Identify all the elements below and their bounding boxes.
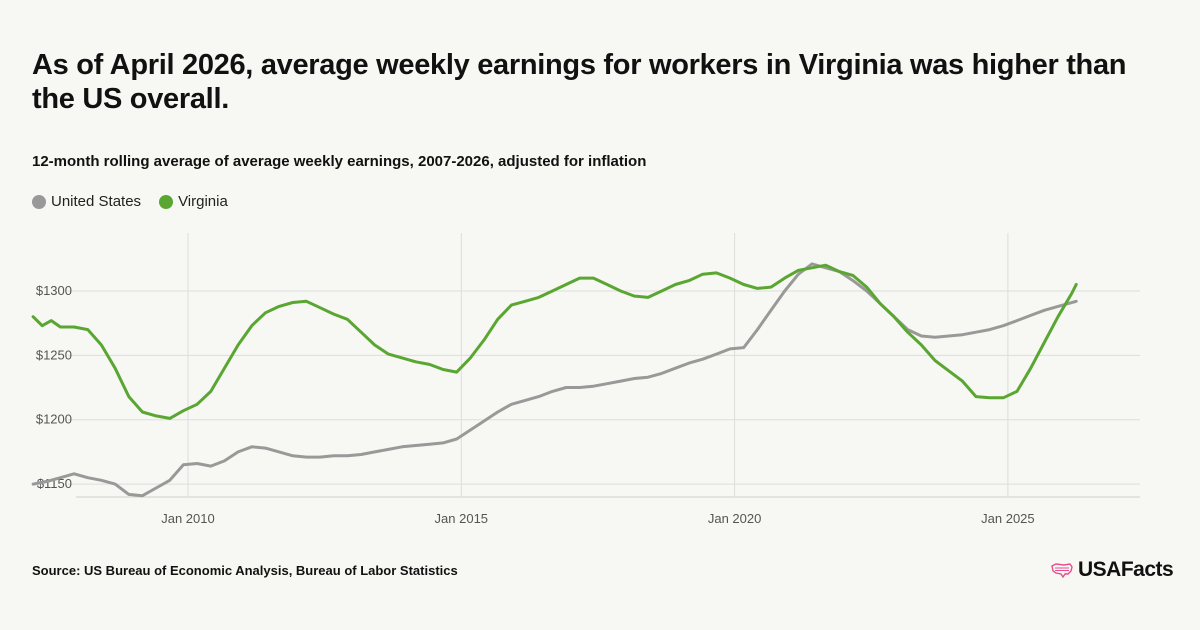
x-tick-label: Jan 2010 xyxy=(161,511,215,526)
line-chart: $1150$1200$1250$1300 Jan 2010 Jan 2015 Jan… xyxy=(31,233,1140,526)
us-map-icon xyxy=(1051,563,1073,578)
x-tick-label: Jan 2025 xyxy=(981,511,1035,526)
legend-swatch-united-states xyxy=(32,194,46,209)
legend-item-virginia: Virginia xyxy=(159,193,228,210)
chart-title: As of April 2026, average weekly earning… xyxy=(32,49,1127,115)
x-tick-label: Jan 2020 xyxy=(708,511,762,526)
y-tick-label: $1200 xyxy=(36,412,72,427)
brand-name: USAFacts xyxy=(1078,558,1174,581)
grid-lines xyxy=(68,233,1140,498)
y-axis-labels: $1150 $1200 $1250 $1300 xyxy=(36,283,72,491)
series-line-virginia xyxy=(31,263,1078,420)
x-tick-label: Jan 2015 xyxy=(435,511,489,526)
chart-legend: United States Virginia xyxy=(32,193,246,210)
series-lines xyxy=(31,262,1078,498)
y-tick-label: $1300 xyxy=(36,283,72,298)
brand-logo: USAFacts xyxy=(1050,558,1174,582)
y-tick-label: $1250 xyxy=(36,347,72,362)
source-note: Source: US Bureau of Economic Analysis, … xyxy=(32,563,458,578)
legend-item-united-states: United States xyxy=(32,193,141,210)
chart-subtitle: 12-month rolling average of average week… xyxy=(32,153,647,170)
y-tick-label: $1150 xyxy=(37,476,72,491)
x-axis-labels: Jan 2010 Jan 2015 Jan 2020 Jan 2025 xyxy=(161,511,1034,526)
legend-label-virginia: Virginia xyxy=(178,193,228,210)
legend-swatch-virginia xyxy=(159,194,174,209)
series-line-united-states xyxy=(31,262,1078,498)
legend-label-united-states: United States xyxy=(51,193,142,210)
